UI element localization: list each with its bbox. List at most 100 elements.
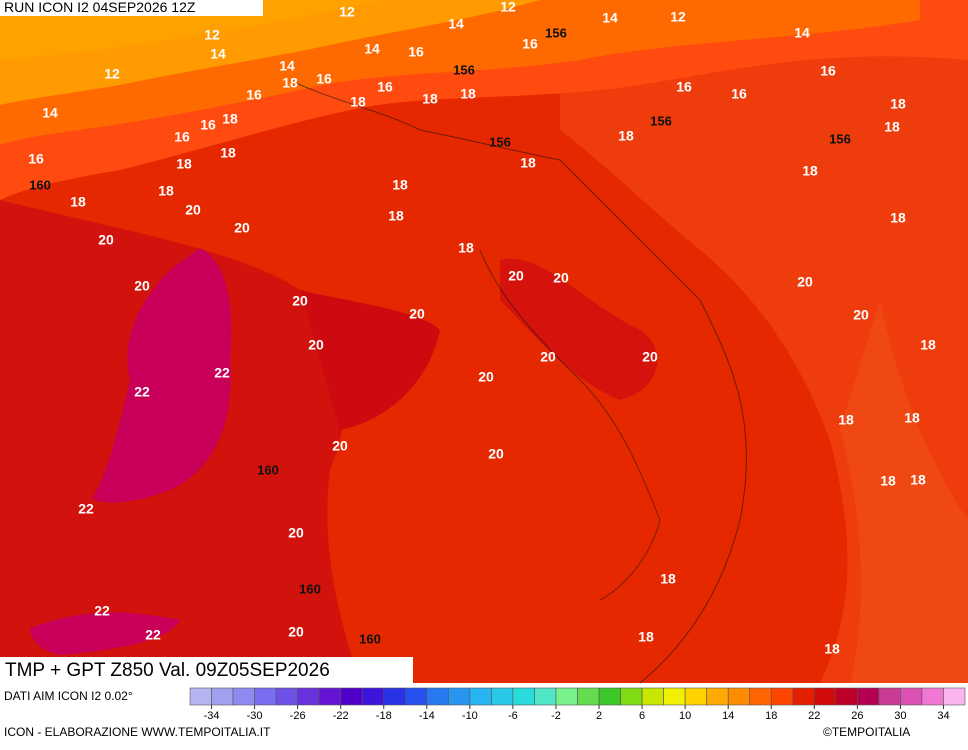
colorbar-swatch: [835, 687, 858, 706]
temperature-label: 12: [500, 0, 516, 15]
temperature-label: 16: [676, 79, 692, 95]
title-box: [0, 657, 413, 683]
colorbar-tick-label: 30: [894, 710, 906, 722]
credit-label: ICON - ELABORAZIONE WWW.TEMPOITALIA.IT: [4, 725, 271, 739]
temperature-label: 20: [134, 278, 150, 294]
colorbar-tick-label: -6: [508, 710, 518, 722]
colorbar-tick-label: -2: [551, 710, 561, 722]
height-label: 156: [545, 25, 567, 40]
temperature-label: 18: [388, 208, 404, 224]
colorbar-swatch: [663, 687, 686, 706]
temperature-label: 14: [448, 16, 464, 32]
colorbar-swatch: [318, 687, 341, 706]
colorbar-tick-label: -18: [376, 710, 392, 722]
colorbar-tick-label: 18: [765, 710, 777, 722]
temperature-label: 18: [176, 156, 192, 172]
temperature-label: 18: [638, 629, 654, 645]
colorbar-swatch: [448, 687, 471, 706]
colorbar-tick-label: -34: [204, 710, 220, 722]
colorbar-tick-label: -14: [419, 710, 435, 722]
temperature-label: 20: [98, 232, 114, 248]
temperature-label: 12: [670, 9, 686, 25]
height-label: 160: [299, 581, 321, 596]
colorbar-swatch: [254, 687, 277, 706]
colorbar-swatch: [814, 687, 837, 706]
run-label: RUN ICON I2 04SEP2026 12Z: [4, 0, 196, 15]
colorbar-swatch: [706, 687, 729, 706]
temperature-label: 22: [94, 603, 110, 619]
colorbar-tick-label: 14: [722, 710, 734, 722]
temperature-label: 14: [42, 105, 58, 121]
colorbar-swatch: [211, 687, 234, 706]
temperature-label: 14: [794, 25, 810, 41]
temperature-label: 18: [660, 571, 676, 587]
temperature-label: 16: [200, 117, 216, 133]
colorbar-swatch: [189, 687, 212, 706]
temperature-label: 20: [292, 293, 308, 309]
temperature-label: 20: [797, 274, 813, 290]
temperature-label: 18: [884, 119, 900, 135]
temperature-label: 20: [540, 349, 556, 365]
colorbar-swatch: [792, 687, 815, 706]
temperature-label: 16: [28, 151, 44, 167]
temperature-label: 16: [731, 86, 747, 102]
temperature-label: 20: [642, 349, 658, 365]
colorbar-tick-label: -30: [247, 710, 263, 722]
temperature-label: 18: [222, 111, 238, 127]
temperature-label: 18: [392, 177, 408, 193]
temperature-label: 20: [308, 337, 324, 353]
temperature-label: 20: [288, 624, 304, 640]
colorbar-swatch: [534, 687, 557, 706]
colorbar-swatch: [900, 687, 923, 706]
temperature-label: 18: [824, 641, 840, 657]
temperature-label: 20: [409, 306, 425, 322]
colorbar-tick-label: 6: [639, 710, 645, 722]
temperature-label: 18: [282, 75, 298, 91]
colorbar-swatch: [491, 687, 514, 706]
temperature-label: 18: [802, 163, 818, 179]
colorbar-tick-label: -10: [462, 710, 478, 722]
header-box: [0, 0, 263, 16]
colorbar-swatch: [297, 687, 320, 706]
temperature-label: 18: [838, 412, 854, 428]
temperature-label: 20: [234, 220, 250, 236]
temperature-label: 12: [204, 27, 220, 43]
temperature-label: 16: [820, 63, 836, 79]
height-label: 156: [489, 134, 511, 149]
temperature-label: 16: [246, 87, 262, 103]
temperature-label: 14: [210, 46, 226, 62]
colorbar-swatch: [921, 687, 944, 706]
colorbar-swatch: [469, 687, 492, 706]
colorbar-swatch: [684, 687, 707, 706]
temperature-label: 16: [316, 71, 332, 87]
colorbar-swatch: [232, 687, 255, 706]
temperature-label: 18: [520, 155, 536, 171]
temperature-label: 16: [522, 36, 538, 52]
temperature-label: 18: [880, 473, 896, 489]
colorbar-swatch: [641, 687, 664, 706]
colorbar-swatch: [598, 687, 621, 706]
temperature-label: 18: [70, 194, 86, 210]
temperature-label: 20: [332, 438, 348, 454]
temperature-label: 22: [134, 384, 150, 400]
temperature-label: 16: [174, 129, 190, 145]
height-label: 156: [829, 131, 851, 146]
colorbar-tick-label: 22: [808, 710, 820, 722]
height-label: 160: [29, 177, 51, 192]
colorbar-swatch: [943, 687, 966, 706]
temperature-label: 14: [279, 58, 295, 74]
temperature-label: 18: [910, 472, 926, 488]
temperature-label: 18: [920, 337, 936, 353]
colorbar-swatch: [749, 687, 772, 706]
map-background: [0, 0, 968, 684]
temperature-label: 20: [508, 268, 524, 284]
colorbar-tick-label: -22: [333, 710, 349, 722]
source-label: DATI AIM ICON I2 0.02°: [4, 689, 133, 703]
colorbar-swatch: [512, 687, 535, 706]
temperature-label: 20: [478, 369, 494, 385]
height-label: 156: [453, 62, 475, 77]
colorbar-tick-label: 2: [596, 710, 602, 722]
temperature-label: 20: [853, 307, 869, 323]
colorbar-tick-label: 10: [679, 710, 691, 722]
